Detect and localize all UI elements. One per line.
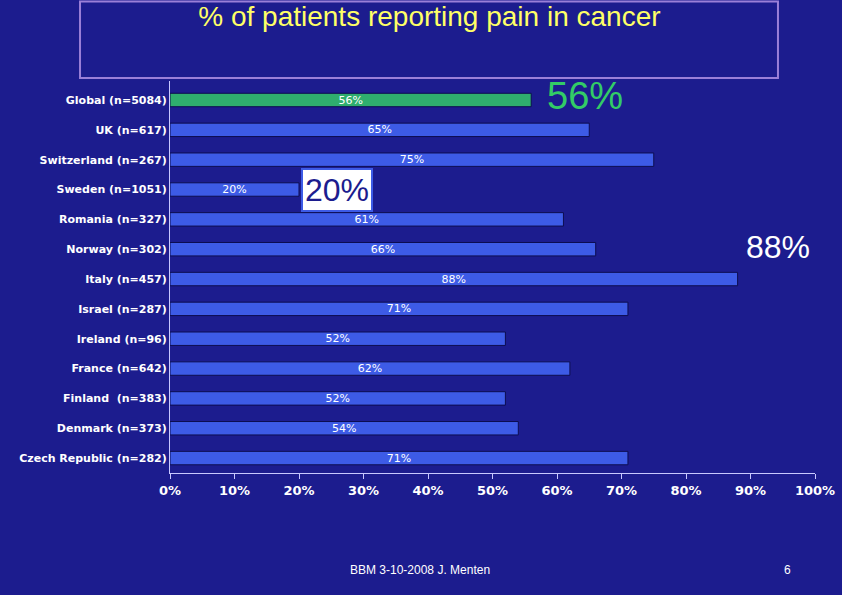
svg-text:100%: 100% bbox=[795, 483, 835, 498]
svg-text:6: 6 bbox=[784, 563, 791, 577]
svg-text:Italy (n=457): Italy (n=457) bbox=[85, 273, 167, 286]
svg-text:Romania (n=327): Romania (n=327) bbox=[59, 213, 167, 226]
svg-text:Denmark (n=373): Denmark (n=373) bbox=[57, 422, 167, 435]
svg-text:88%: 88% bbox=[746, 229, 810, 265]
svg-text:80%: 80% bbox=[670, 483, 701, 498]
svg-text:BBM 3-10-2008 J. Menten: BBM 3-10-2008 J. Menten bbox=[350, 563, 490, 577]
svg-text:Switzerland (n=267): Switzerland (n=267) bbox=[40, 154, 167, 167]
svg-text:60%: 60% bbox=[541, 483, 572, 498]
svg-text:20%: 20% bbox=[305, 172, 369, 208]
svg-text:Ireland (n=96): Ireland (n=96) bbox=[77, 333, 167, 346]
svg-text:% of patients reporting pain i: % of patients reporting pain in cancer bbox=[198, 1, 660, 32]
svg-text:30%: 30% bbox=[348, 483, 379, 498]
svg-text:66%: 66% bbox=[371, 243, 395, 256]
svg-text:UK (n=617): UK (n=617) bbox=[95, 124, 166, 137]
svg-text:90%: 90% bbox=[735, 483, 766, 498]
svg-text:56%: 56% bbox=[338, 94, 362, 107]
svg-text:61%: 61% bbox=[354, 213, 378, 226]
svg-text:71%: 71% bbox=[387, 452, 411, 465]
svg-text:0%: 0% bbox=[159, 483, 181, 498]
svg-text:20%: 20% bbox=[283, 483, 314, 498]
svg-text:10%: 10% bbox=[219, 483, 250, 498]
svg-text:52%: 52% bbox=[325, 392, 349, 405]
svg-text:Czech Republic (n=282): Czech Republic (n=282) bbox=[19, 452, 167, 465]
svg-text:20%: 20% bbox=[222, 183, 246, 196]
svg-text:40%: 40% bbox=[412, 483, 443, 498]
svg-text:Israel (n=287): Israel (n=287) bbox=[78, 303, 167, 316]
svg-text:France (n=642): France (n=642) bbox=[71, 362, 166, 375]
svg-text:Norway (n=302): Norway (n=302) bbox=[66, 243, 167, 256]
svg-text:50%: 50% bbox=[477, 483, 508, 498]
svg-text:62%: 62% bbox=[358, 362, 382, 375]
svg-text:65%: 65% bbox=[367, 123, 391, 136]
svg-text:56%: 56% bbox=[547, 75, 623, 117]
svg-text:Finland (n=383): Finland (n=383) bbox=[63, 392, 167, 405]
svg-text:Global (n=5084): Global (n=5084) bbox=[66, 94, 167, 107]
svg-text:Sweden (n=1051): Sweden (n=1051) bbox=[57, 183, 167, 196]
svg-text:52%: 52% bbox=[325, 332, 349, 345]
svg-text:88%: 88% bbox=[442, 273, 466, 286]
svg-text:75%: 75% bbox=[400, 153, 424, 166]
svg-text:71%: 71% bbox=[387, 302, 411, 315]
svg-text:70%: 70% bbox=[606, 483, 637, 498]
svg-text:54%: 54% bbox=[332, 422, 356, 435]
